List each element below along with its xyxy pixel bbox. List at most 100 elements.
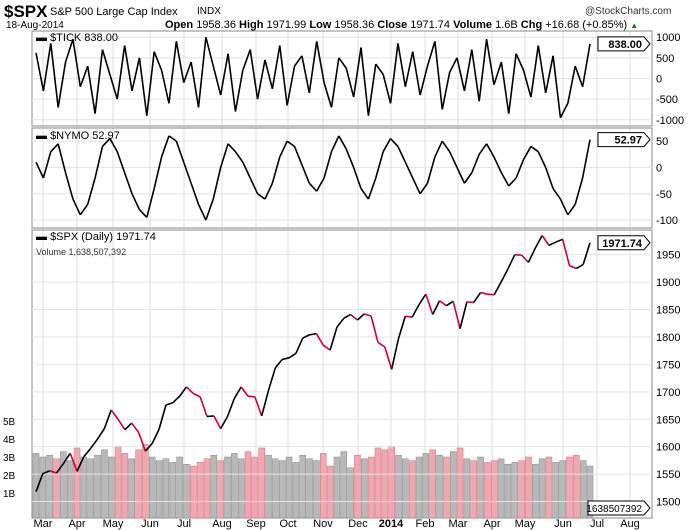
indicator-segment [153,51,163,71]
price-segment [336,317,345,328]
price-segment [507,254,516,270]
indicator-segment [493,156,503,174]
y-tick-label: 1900 [656,277,680,289]
indicator-segment [278,45,288,106]
volume-bar [552,462,560,519]
indicator-segment [448,151,458,168]
indicator-segment [434,140,443,158]
volume-bar [347,467,354,519]
volume-bar [354,454,361,519]
indicator-segment [79,203,89,216]
x-tick-label: Mar [34,518,53,530]
price-segment [350,313,358,321]
indicator-segment [360,47,370,116]
volume-bar [258,447,265,519]
volume-bar [265,454,272,519]
indicator-segment [123,45,133,92]
indicator-segment [426,41,436,67]
price-segment [343,313,352,320]
volume-bar [285,456,293,519]
price-segment [288,352,297,359]
indicator-segment [544,55,554,94]
volume-bar [579,460,587,519]
price-segment [55,463,65,474]
volume-bar [497,458,505,519]
indicator-segment [389,137,399,147]
indicator-segment [212,167,222,200]
watermark: @StockCharts.com [585,6,672,17]
indicator-segment [64,39,74,63]
volume-tick-label: 2B [3,471,16,482]
volume-bar [320,453,327,519]
indicator-segment [478,143,488,155]
indicator-segment [175,140,185,163]
indicator-segment [57,143,67,173]
volume-bar [107,456,115,519]
volume-bar [101,449,108,519]
volume-bar [183,463,190,519]
indicator-segment [205,198,215,221]
price-segment [96,428,106,440]
volume-bar [244,451,252,519]
y-tick-label: 1950 [656,250,680,262]
price-segment [151,428,160,444]
indicator-segment [234,151,244,163]
price-segment [329,326,338,351]
price-segment [131,422,140,433]
indicator-segment [360,188,370,200]
indicator-segment [116,45,126,100]
volume-bar [477,456,484,519]
indicator-segment [382,74,392,104]
indicator-segment [441,72,451,110]
volume-bar [80,456,88,519]
indicator-segment [537,151,547,168]
price-segment [165,402,174,406]
indicator-segment [574,177,584,205]
indicator-segment [101,137,111,147]
price-segment [247,395,255,398]
volume-legend: Volume 1,638,507,392 [36,247,127,257]
indicator-segment [131,193,141,210]
price-segment [459,301,468,329]
indicator-segment [35,161,45,179]
price-segment [452,301,461,329]
volume-bar [210,454,218,519]
price-segment [178,386,188,397]
tick-legend: ▬ $TICK 838.00 [36,32,118,44]
price-segment [439,300,447,307]
indicator-segment [404,161,414,179]
volume-bar [395,454,402,519]
indicator-segment [293,55,303,67]
indicator-segment [397,146,407,163]
x-tick-label: Nov [313,518,333,530]
price-segment [555,238,563,243]
price-segment [309,332,317,336]
indicator-segment [190,182,200,205]
indicator-segment [315,177,325,192]
price-segment [172,395,181,404]
y-tick-label: -100 [656,215,678,227]
indicator-segment [308,41,318,94]
indicator-segment [485,143,495,158]
indicator-segment [301,164,311,184]
volume-bar [545,456,553,519]
spx-title: $SPX (Daily) 1971.74 [50,231,156,243]
indicator-segment [197,203,207,221]
price-segment [295,337,304,354]
price-segment [185,386,194,395]
y-tick-label: 1600 [656,442,680,454]
high-value: 1971.99 [266,19,307,31]
volume-bar [490,460,498,519]
indicator-segment [109,138,118,153]
volume-bar [333,456,341,519]
price-segment [356,313,365,321]
volume-bar [559,460,566,519]
indicator-segment [146,188,155,218]
price-segment [534,235,543,249]
indicator-segment [264,59,274,90]
indicator-segment [375,151,384,179]
price-segment [240,386,249,397]
indicator-segment [330,135,340,153]
price-segment [487,293,495,296]
last-value-box [597,132,651,148]
